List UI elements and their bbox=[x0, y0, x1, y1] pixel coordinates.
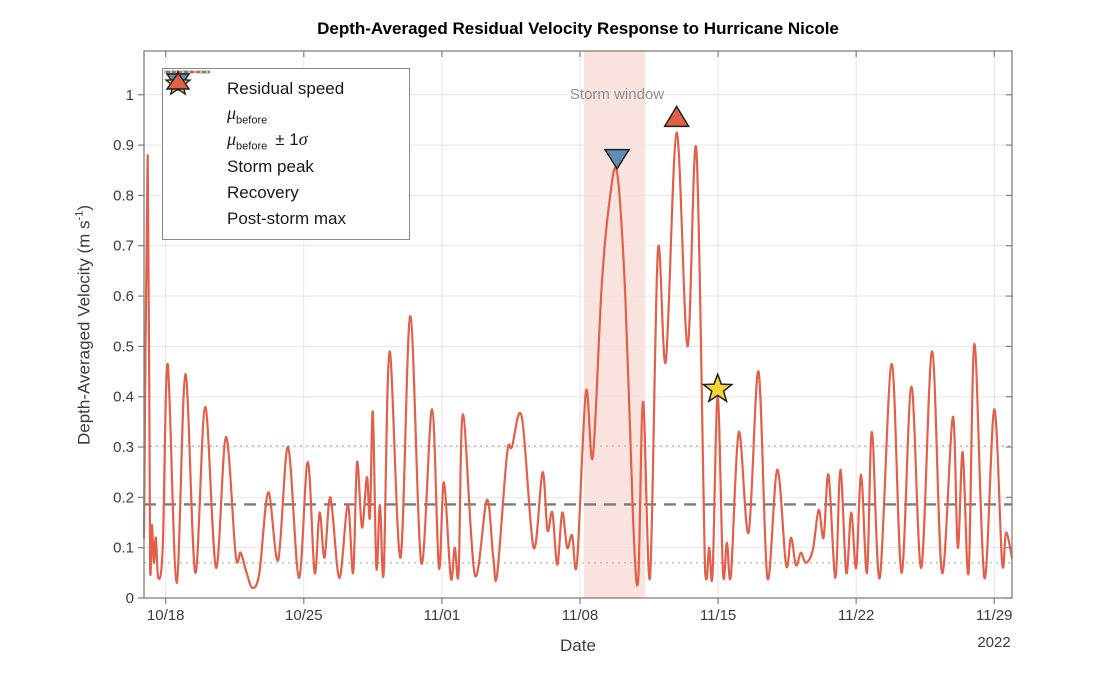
y-axis-label-text: Depth-Averaged Velocity (m s bbox=[74, 220, 94, 446]
legend-item-post-storm: Post-storm max bbox=[165, 71, 405, 232]
y-tick-label-0.6: 0.6 bbox=[113, 288, 134, 305]
mu-symbol: μ bbox=[227, 102, 237, 123]
residual-speed-line bbox=[142, 131, 1014, 590]
marker-recovery bbox=[701, 372, 734, 404]
mu-symbol-2: μ bbox=[227, 129, 237, 150]
x-tick-label-11/15: 11/15 bbox=[700, 607, 736, 624]
y-axis-label: Depth-Averaged Velocity (m s-1) bbox=[74, 205, 95, 445]
storm-window-band bbox=[583, 51, 646, 598]
legend-label-post-storm: Post-storm max bbox=[227, 209, 347, 229]
storm-window-label: Storm window bbox=[569, 86, 665, 103]
y-tick-label-0.9: 0.9 bbox=[113, 137, 134, 154]
x-tick-label-11/22: 11/22 bbox=[838, 607, 874, 624]
legend-label-recovery: Recovery bbox=[227, 183, 299, 203]
legend-label-storm-peak: Storm peak bbox=[227, 157, 314, 177]
y-tick-label-0.4: 0.4 bbox=[113, 389, 134, 406]
sigma-symbol: σ bbox=[298, 129, 308, 150]
chart-title: Depth-Averaged Residual Velocity Respons… bbox=[317, 19, 839, 38]
y-tick-label-0: 0 bbox=[126, 590, 134, 607]
y-tick-label-1: 1 bbox=[126, 87, 134, 104]
legend-item-recovery: Recovery bbox=[164, 69, 405, 206]
y-tick-label-0.7: 0.7 bbox=[113, 238, 134, 255]
legend-label-mu-sigma: μbefore ± 1σ bbox=[227, 129, 308, 152]
axes-box bbox=[143, 50, 1013, 599]
legend-item-storm-peak: Storm peak bbox=[165, 73, 405, 180]
y-tick-label-0.3: 0.3 bbox=[113, 439, 134, 456]
mu-subscript-2: before bbox=[236, 140, 268, 153]
legend-item-residual-speed: Residual speed bbox=[164, 70, 405, 101]
x-tick-label-10/25: 10/25 bbox=[285, 607, 323, 624]
y-axis-label-close: ) bbox=[74, 204, 94, 211]
marker-post-storm-max bbox=[663, 104, 690, 128]
y-tick-label-0.1: 0.1 bbox=[113, 540, 134, 557]
pm-text: ± 1 bbox=[275, 130, 299, 150]
legend-label-residual: Residual speed bbox=[227, 78, 345, 98]
mu-subscript: before bbox=[236, 114, 268, 127]
x-tick-label-11/01: 11/01 bbox=[424, 607, 460, 624]
x-axis-label: Date bbox=[560, 636, 596, 655]
legend-box: Residual speed μbefore μbefore ± 1σ Storm… bbox=[162, 68, 410, 240]
x-tick-label-10/18: 10/18 bbox=[147, 607, 185, 624]
year-label: 2022 bbox=[977, 634, 1011, 651]
legend-label-mu: μbefore bbox=[227, 103, 267, 126]
marker-storm-peak bbox=[603, 148, 631, 171]
y-tick-label-0.8: 0.8 bbox=[113, 187, 134, 204]
y-tick-label-0.2: 0.2 bbox=[113, 489, 134, 506]
x-tick-label-11/29: 11/29 bbox=[976, 607, 1012, 624]
x-tick-label-11/08: 11/08 bbox=[562, 607, 598, 624]
y-tick-label-0.5: 0.5 bbox=[113, 338, 134, 355]
legend-item-mu-sigma: μbefore ± 1σ bbox=[164, 71, 405, 153]
y-axis-label-sup: -1 bbox=[73, 210, 86, 221]
legend-item-mu-before: μbefore bbox=[164, 70, 405, 127]
